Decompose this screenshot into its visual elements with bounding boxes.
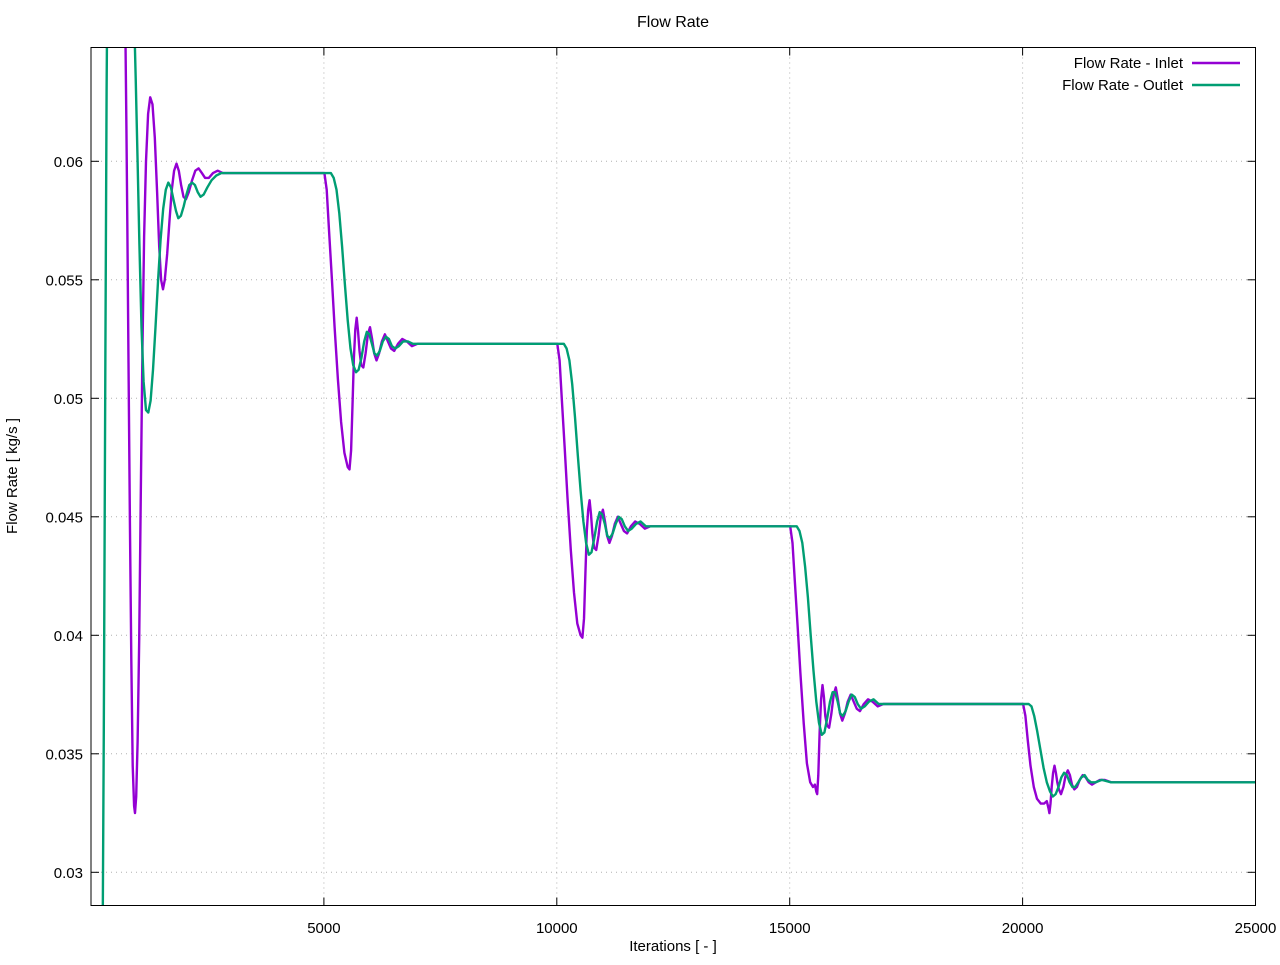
x-tick-label: 5000 — [307, 920, 340, 937]
legend-label-outlet: Flow Rate - Outlet — [1062, 77, 1184, 94]
tick-labels: 5000 10000 15000 20000 25000 0.03 0.035 0.04 0.0… — [45, 154, 1276, 937]
x-tick-label: 10000 — [536, 920, 578, 937]
y-tick-label: 0.035 — [45, 746, 83, 763]
axis-ticks — [91, 47, 1256, 906]
y-tick-label: 0.03 — [54, 865, 83, 882]
x-tick-label: 15000 — [769, 920, 811, 937]
series-line-outlet — [101, 47, 1256, 906]
x-tick-label: 25000 — [1235, 920, 1277, 937]
data-series — [101, 47, 1256, 906]
y-tick-label: 0.045 — [45, 509, 83, 526]
legend: Flow Rate - Inlet Flow Rate - Outlet — [1062, 55, 1240, 94]
x-axis-label: Iterations [ - ] — [629, 938, 717, 955]
x-tick-label: 20000 — [1002, 920, 1044, 937]
chart-title: Flow Rate — [637, 14, 709, 31]
grid-lines — [91, 47, 1256, 906]
legend-label-inlet: Flow Rate - Inlet — [1074, 55, 1184, 72]
y-tick-label: 0.06 — [54, 154, 83, 171]
series-line-inlet — [124, 47, 1256, 815]
y-tick-label: 0.04 — [54, 628, 83, 645]
y-axis-label: Flow Rate [ kg/s ] — [4, 418, 21, 534]
y-tick-label: 0.055 — [45, 272, 83, 289]
plot-border — [90, 47, 1256, 906]
plot-border-rect — [90, 47, 1256, 906]
y-tick-label: 0.05 — [54, 391, 83, 408]
